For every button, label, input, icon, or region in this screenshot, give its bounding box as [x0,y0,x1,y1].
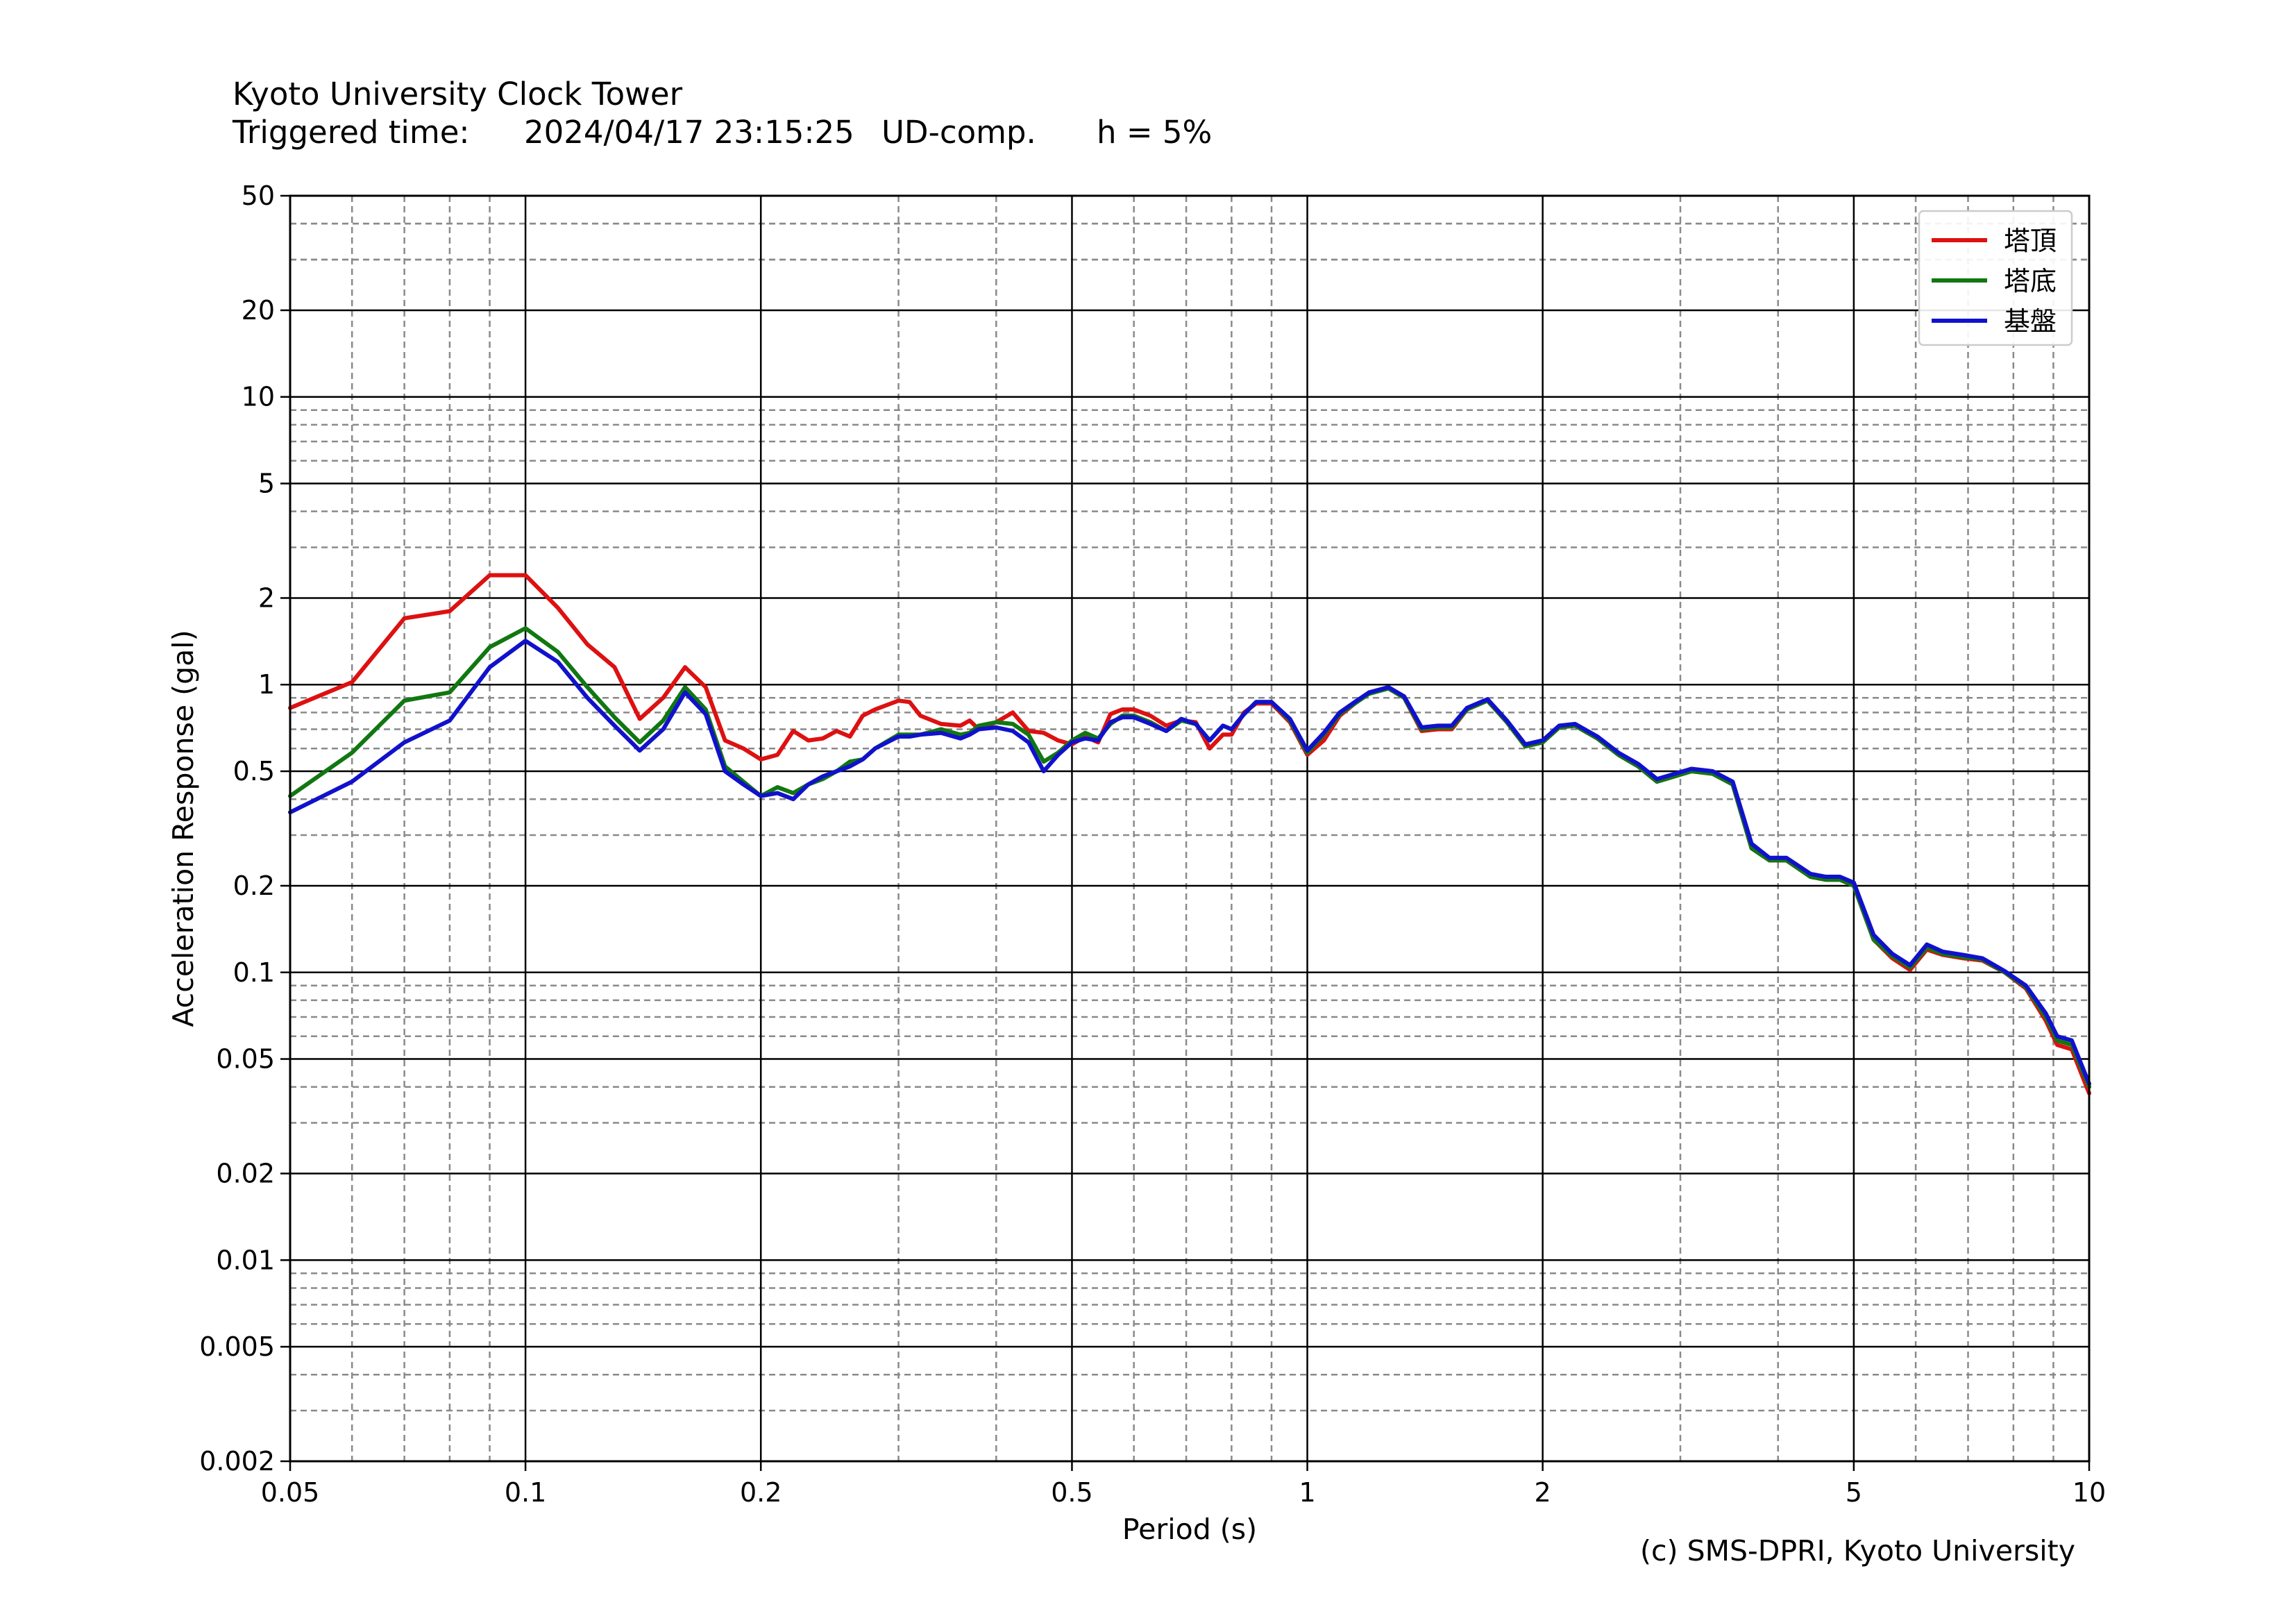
y-tick-label: 20 [242,295,275,326]
minor-grid [290,196,2089,1461]
y-tick-label: 0.05 [216,1044,275,1075]
legend-box [1918,210,2073,346]
x-tick-label: 2 [1535,1477,1551,1508]
x-tick-label: 0.05 [261,1477,320,1508]
damping-label: h = 5% [1097,114,1213,151]
x-tick-label: 10 [2073,1477,2106,1508]
y-tick-label: 5 [258,469,275,499]
legend-label: 塔頂 [2004,226,2057,256]
axis-ticks [280,194,2091,1471]
y-tick-label: 0.1 [233,957,275,988]
y-tick-label: 0.005 [199,1331,275,1362]
plot-frame [289,194,2091,1463]
y-tick-label: 1 [258,669,275,700]
y-axis-label: Acceleration Response (gal) [167,630,200,1027]
y-tick-label: 2 [258,582,275,613]
y-tick-label: 0.002 [199,1446,275,1477]
trigger-label: Triggered time: [233,114,470,151]
y-tick-label: 0.01 [216,1245,275,1275]
x-tick-label: 1 [1299,1477,1315,1508]
series-lines [288,573,2091,1095]
x-axis-label: Period (s) [1122,1513,1257,1546]
chart-header: Kyoto University Clock Tower [233,75,682,114]
y-tick-label: 0.02 [216,1158,275,1188]
legend-label: 基盤 [2004,306,2057,337]
x-tick-label: 5 [1846,1477,1862,1508]
series-line-3 [288,639,2091,1086]
y-tick-label: 10 [242,382,275,412]
x-tick-label: 0.2 [740,1477,782,1508]
major-grid [289,194,2091,1463]
chart-title: Kyoto University Clock Tower [233,76,683,112]
trigger-time: 2024/04/17 23:15:25 [524,114,854,151]
y-tick-label: 0.2 [233,871,275,901]
legend-label: 塔底 [2004,266,2057,296]
copyright-notice: (c) SMS-DPRI, Kyoto University [1640,1534,2075,1567]
y-tick-label: 50 [242,180,275,211]
x-tick-label: 0.5 [1051,1477,1092,1508]
x-tick-label: 0.1 [505,1477,546,1508]
y-tick-label: 0.5 [233,756,275,787]
component-label: UD-comp. [881,114,1036,151]
